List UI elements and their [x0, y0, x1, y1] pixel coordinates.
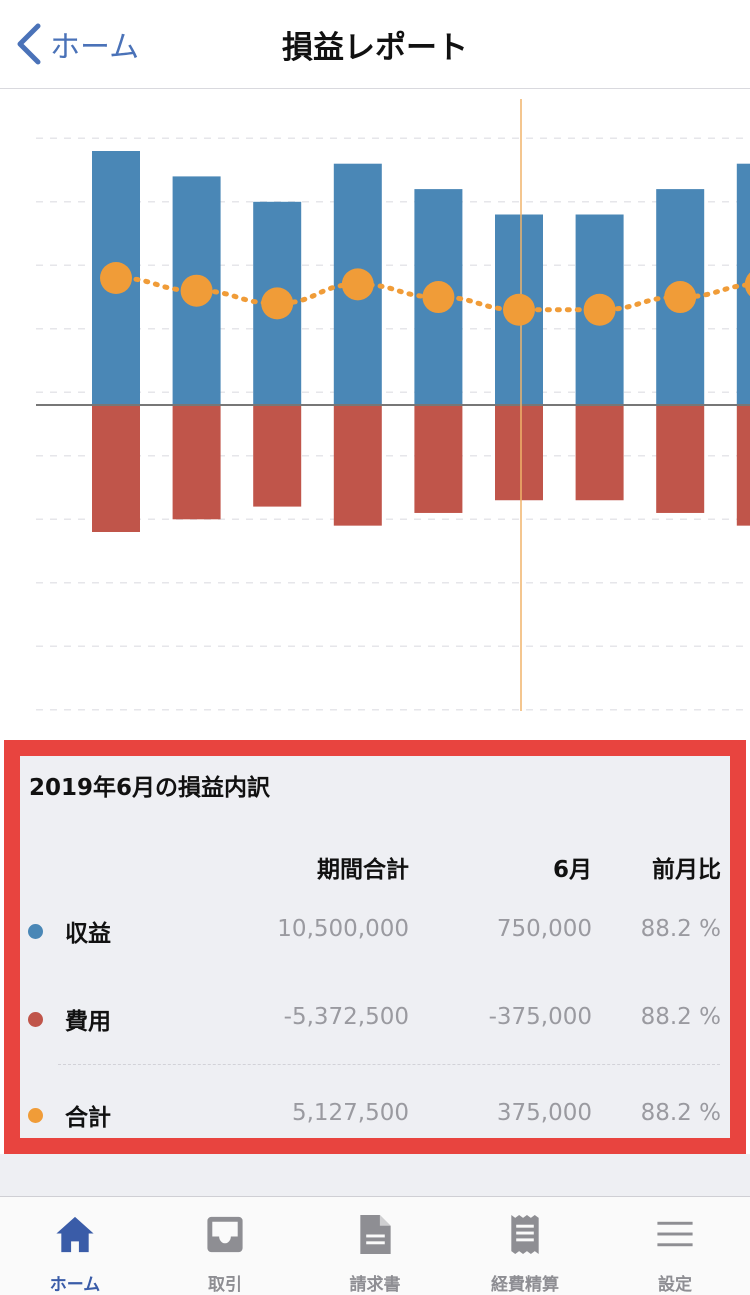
back-button[interactable]: ホーム: [14, 20, 139, 68]
net-point[interactable]: [341, 268, 374, 301]
net-points: [100, 262, 750, 326]
expense-bar[interactable]: [656, 405, 705, 513]
net-point[interactable]: [422, 281, 455, 314]
expense-legend-dot: [28, 1011, 43, 1027]
net-point[interactable]: [503, 293, 535, 326]
revenue-total: 10,500,000: [277, 916, 409, 942]
receipt-icon: [511, 1214, 539, 1255]
net-total: 5,127,500: [291, 1100, 409, 1126]
expense-bar[interactable]: [172, 405, 221, 520]
home-icon: [56, 1216, 94, 1253]
expense-month: -375,000: [488, 1004, 592, 1030]
revenue-label: 収益: [65, 921, 111, 947]
tab-invoices[interactable]: 請求書: [300, 1197, 450, 1295]
net-point[interactable]: [261, 287, 294, 320]
nav-header: ホーム 損益レポート: [0, 0, 750, 89]
tab-transactions[interactable]: 取引: [150, 1197, 300, 1295]
tab-expenses[interactable]: 経費精算: [450, 1197, 600, 1295]
column-header-mom: 前月比: [652, 857, 721, 883]
column-header-month: 6月: [552, 857, 592, 883]
page-title: 損益レポート: [282, 29, 468, 66]
row-label-net: 合計: [28, 1098, 111, 1132]
back-label: ホーム: [50, 30, 140, 65]
net-ratio: 88.2 %: [640, 1100, 721, 1126]
breakdown-panel: 2019年6月の損益内訳 期間合計 6月 前月比 収益 10,500,000 7…: [20, 756, 730, 1138]
column-header-period-total: 期間合計: [317, 857, 409, 883]
expense-ratio: 88.2 %: [640, 1004, 721, 1030]
net-legend-dot: [28, 1107, 43, 1123]
expense-bar[interactable]: [495, 405, 543, 501]
expense-bars: [92, 405, 750, 532]
tab-expenses-label: 経費精算: [491, 1275, 559, 1295]
document-icon: [360, 1214, 391, 1255]
chevron-left-icon: [17, 23, 41, 65]
tab-transactions-label: 取引: [208, 1275, 242, 1295]
tab-home[interactable]: ホーム: [0, 1197, 150, 1295]
net-point[interactable]: [664, 281, 697, 314]
net-label: 合計: [65, 1105, 111, 1131]
row-divider: [58, 1064, 720, 1065]
expense-label: 費用: [65, 1009, 111, 1035]
revenue-month: 750,000: [496, 916, 592, 942]
expense-bar[interactable]: [575, 405, 624, 501]
breakdown-title: 2019年6月の損益内訳: [29, 775, 271, 801]
expense-bar[interactable]: [333, 405, 382, 526]
tab-bar: ホーム 取引 請求書 経費精算 設定: [0, 1196, 750, 1295]
expense-bar[interactable]: [253, 405, 302, 507]
menu-icon: [657, 1221, 693, 1247]
net-point[interactable]: [180, 274, 213, 307]
tab-invoices-label: 請求書: [349, 1275, 401, 1295]
net-point[interactable]: [100, 262, 132, 294]
row-label-expense: 費用: [28, 1002, 111, 1036]
expense-bar[interactable]: [414, 405, 463, 513]
expense-total: -5,372,500: [283, 1004, 409, 1030]
revenue-legend-dot: [28, 923, 43, 939]
expense-bar[interactable]: [736, 405, 750, 526]
net-point[interactable]: [744, 268, 750, 300]
profit-loss-chart[interactable]: [0, 89, 750, 739]
tab-settings[interactable]: 設定: [600, 1197, 750, 1295]
content-bottom-spacer: [0, 1154, 750, 1196]
row-label-revenue: 収益: [28, 914, 111, 948]
chart-grid: [36, 137, 750, 711]
revenue-ratio: 88.2 %: [640, 916, 721, 942]
net-month: 375,000: [496, 1100, 592, 1126]
tab-settings-label: 設定: [658, 1275, 692, 1295]
net-point[interactable]: [583, 293, 616, 326]
tab-home-label: ホーム: [49, 1275, 101, 1295]
expense-bar[interactable]: [92, 405, 140, 532]
inbox-icon: [207, 1216, 243, 1253]
